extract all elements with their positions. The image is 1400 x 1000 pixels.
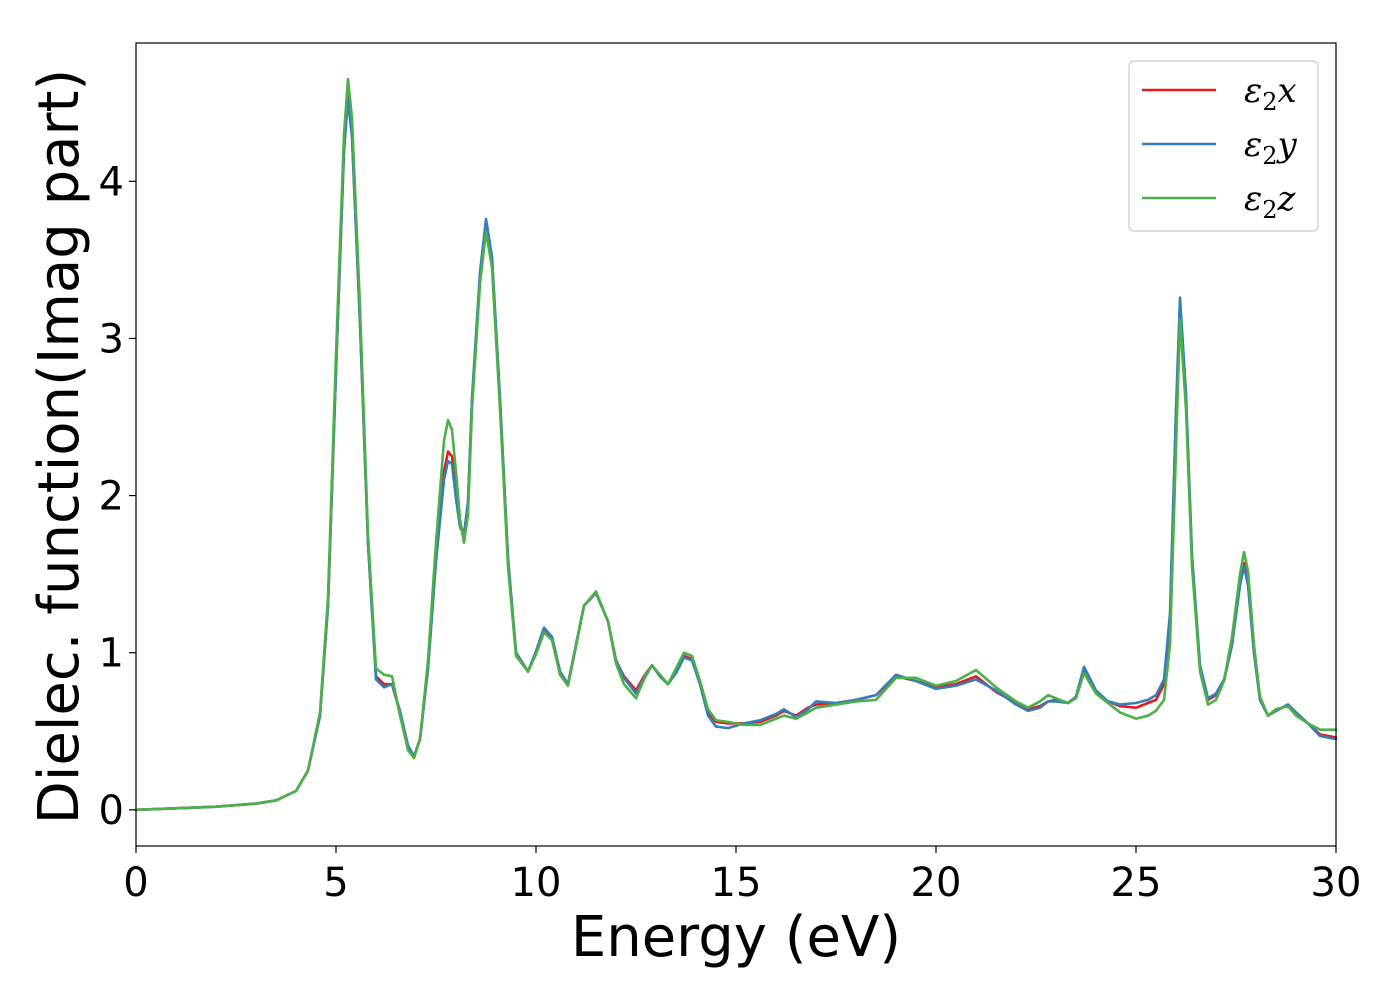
y-tick-label: 2 [99,474,124,520]
y-tick-label: 4 [99,159,124,205]
legend-box [1128,60,1319,232]
x-tick-label: 10 [511,860,562,906]
x-tick-label: 20 [911,860,962,906]
legend: ε2x ε2y ε2z [1128,60,1319,232]
legend-label-z: ε2z [1244,179,1297,224]
legend-label-y: ε2y [1244,125,1298,170]
series-line-z [134,77,1338,812]
legend-label-x: ε2x [1244,71,1297,116]
y-axis-title: Dielec. function(Imag part) [27,69,92,825]
y-axis-ticks: 0 1 2 3 4 [99,159,136,834]
x-tick-label: 25 [1111,860,1162,906]
series-layer [134,77,1338,812]
x-tick-label: 15 [711,860,762,906]
y-tick-label: 1 [99,631,124,677]
y-tick-label: 3 [99,316,124,362]
y-tick-label: 0 [99,788,124,834]
x-tick-label: 0 [123,860,148,906]
x-tick-label: 30 [1311,860,1362,906]
x-tick-label: 5 [323,860,348,906]
x-axis-title: Energy (eV) [571,905,901,970]
x-axis-ticks: 0 5 10 15 20 25 30 [123,846,1361,906]
